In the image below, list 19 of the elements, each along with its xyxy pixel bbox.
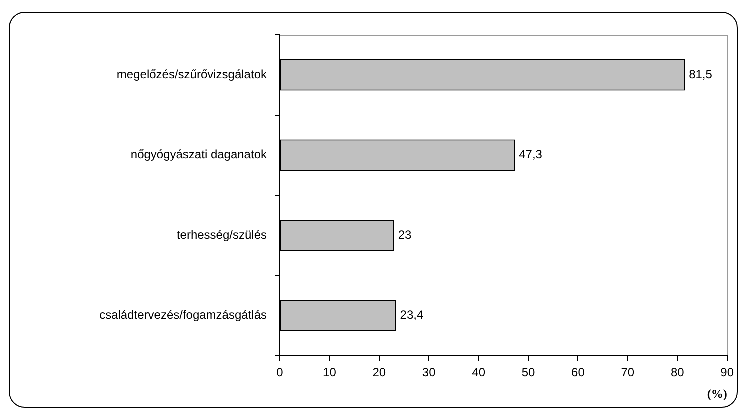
data-label: 81,5	[689, 67, 713, 82]
x-tick-label: 70	[621, 366, 635, 380]
data-label: 47,3	[519, 148, 543, 162]
x-tick-label: 80	[670, 366, 685, 380]
x-tick-label: 40	[472, 366, 486, 380]
y-tick-label: családtervezés/fogamzásgátlás	[100, 308, 267, 322]
x-axis-title: (%)	[707, 386, 728, 401]
x-tick-label: 90	[720, 366, 734, 380]
data-label: 23	[398, 228, 412, 242]
y-tick-label: nőgyógyászati daganatok	[130, 148, 268, 162]
x-tick-label: 60	[572, 366, 586, 380]
y-tick-label: terhesség/szülés	[176, 228, 267, 242]
x-tick-label: 30	[422, 366, 436, 380]
data-label: 23,4	[400, 308, 424, 322]
y-tick-label: megelőzés/szűrővizsgálatok	[116, 67, 268, 82]
x-tick-label: 10	[323, 366, 337, 380]
x-tick-label: 50	[522, 366, 536, 380]
x-tick-label: 0	[276, 366, 284, 380]
x-tick-label: 20	[372, 366, 386, 380]
